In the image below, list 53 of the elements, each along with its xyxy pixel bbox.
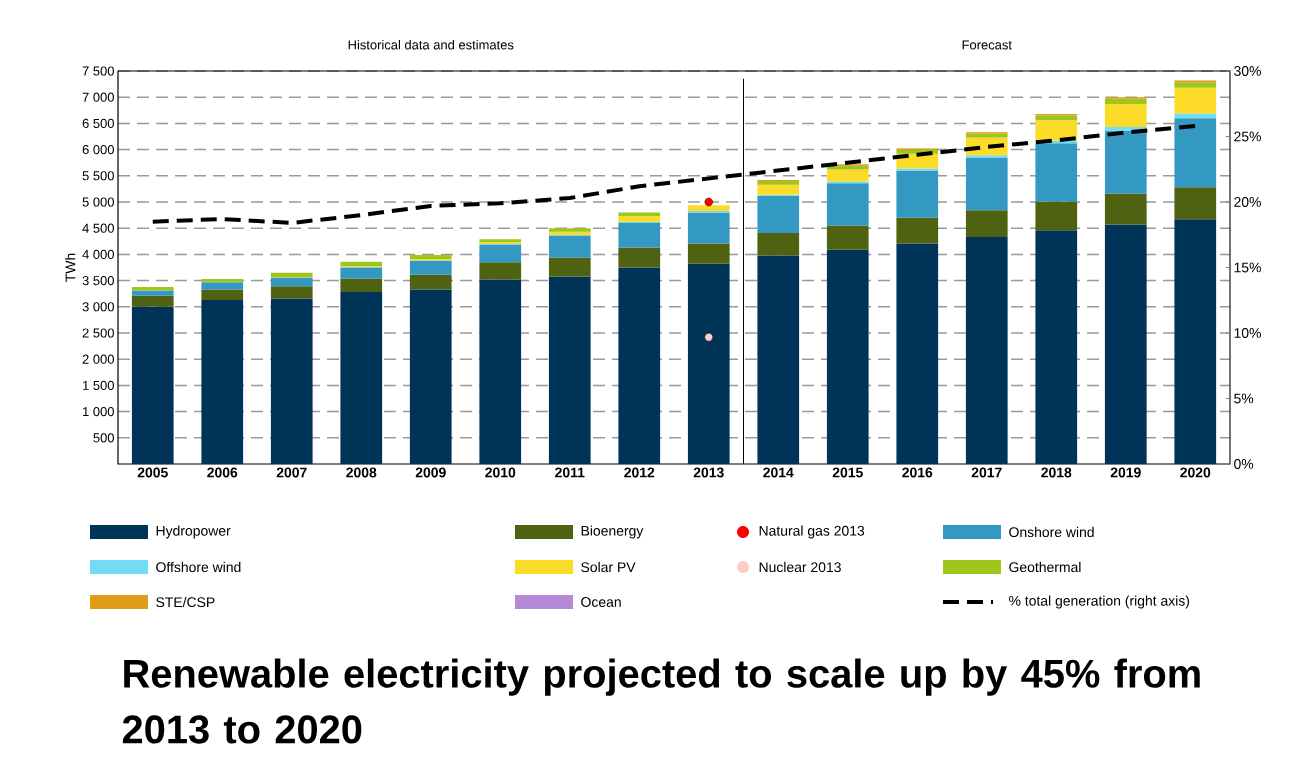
x-tick-label: 2011: [555, 467, 585, 478]
y-tick-label: 3 000: [82, 302, 114, 312]
y-tick-label: 4 000: [82, 249, 114, 259]
x-tick-label: 2020: [1180, 467, 1211, 478]
legend-label: Hydropower: [156, 525, 231, 539]
x-tick-label: 2012: [624, 467, 655, 478]
x-tick-label: 2007: [276, 467, 307, 478]
legend-label: Bioenergy: [581, 525, 644, 539]
legend-label: Solar PV: [581, 561, 636, 573]
y-tick-label: 1 000: [83, 407, 114, 417]
x-tick-label: 2017: [971, 467, 1002, 478]
x-tick-label: 2006: [207, 467, 238, 478]
text: Renewable electricity projected to scale up by 45% from 2013 to 2020: [122, 658, 1200, 744]
x-tick-label: 2014: [763, 467, 794, 478]
y2-tick-label: 0%: [1234, 459, 1254, 469]
y-tick-label: 6 500: [82, 118, 114, 128]
legend-label: % total generation (right axis): [1009, 595, 1190, 609]
y-tick-label: 6 000: [82, 145, 114, 155]
x-tick-label: 2010: [485, 467, 516, 478]
y-tick-label: 7 500: [82, 66, 114, 76]
legend-label: STE/CSP: [156, 596, 215, 608]
y-tick-label: 1 500: [83, 380, 114, 390]
y-tick-label: 7 000: [82, 92, 114, 102]
y-tick-label: 3 500: [82, 276, 114, 286]
y-tick-label: 2 500: [82, 328, 114, 338]
legend-label: Geothermal: [1009, 561, 1081, 573]
x-tick-label: 2005: [137, 467, 168, 478]
y2-tick-label: 20%: [1234, 197, 1261, 207]
legend-label: Ocean: [581, 597, 621, 607]
y2-tick-label: 15%: [1234, 262, 1261, 273]
legend-label: Natural gas 2013: [759, 525, 865, 539]
x-tick-label: 2013: [693, 467, 724, 478]
y2-tick-label: 5%: [1234, 393, 1254, 404]
x-tick-label: 2009: [415, 467, 446, 478]
legend-label: Offshore wind: [156, 561, 241, 573]
text: Forecast: [962, 40, 1012, 50]
x-tick-label: 2016: [902, 467, 933, 478]
x-tick-label: 2008: [346, 467, 377, 478]
y2-tick-label: 10%: [1234, 328, 1261, 338]
y-tick-label: 4 500: [82, 223, 114, 233]
x-tick-label: 2018: [1041, 467, 1072, 478]
legend-label: Onshore wind: [1009, 526, 1094, 538]
y-tick-label: 2 000: [82, 354, 114, 364]
y2-tick-label: 25%: [1234, 131, 1261, 142]
legend-label: Nuclear 2013: [759, 561, 841, 573]
y2-tick-label: 30%: [1234, 66, 1261, 76]
y-tick-label: 5 500: [82, 171, 114, 181]
y-axis-title: TWh: [65, 253, 76, 282]
y-tick-label: 5 000: [82, 197, 114, 207]
x-tick-label: 2019: [1110, 467, 1141, 478]
text: Historical data and estimates: [348, 39, 514, 50]
x-tick-label: 2015: [832, 467, 863, 478]
y-tick-label: 500: [93, 433, 114, 443]
